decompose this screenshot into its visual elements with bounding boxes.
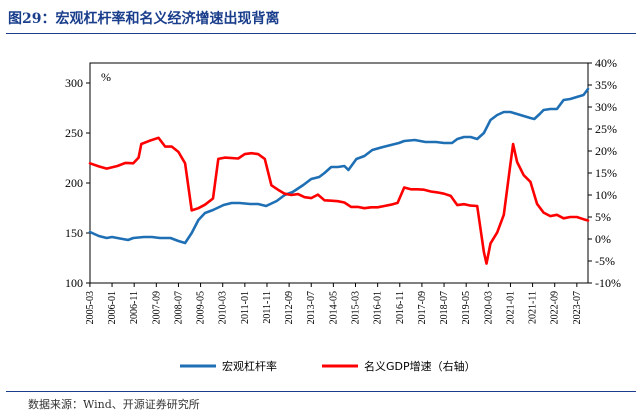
chart-lines [88,87,590,265]
x-tick-label-10: 2013-07 [306,291,317,324]
x-tick-label-18: 2020-03 [483,291,494,324]
chart-legend: 宏观杠杆率 名义GDP增速（右轴） [180,359,476,373]
x-tick-label-21: 2022-09 [550,291,561,324]
x-tick-label-16: 2018-07 [439,291,450,324]
source-note: 数据来源：Wind、开源证券研究所 [28,398,200,411]
chart-axes: 100 150 200 250 300 40% 35% 30% 25% 20% 15% 10% 5% 0%… [65,56,621,324]
right-tick-label-2: 30% [595,100,617,114]
unit-label: % [101,70,111,84]
x-tick-label-4: 2008-07 [173,291,184,324]
right-tick-label-9: -5% [595,254,615,268]
right-tick-label-7: 5% [595,210,611,224]
right-tick-label-10: -10% [595,276,621,290]
right-tick-label-1: 35% [595,78,617,92]
x-tick-label-6: 2010-03 [218,291,229,324]
x-tick-label-17: 2019-05 [461,291,472,324]
left-tick-label-1: 150 [65,226,83,240]
series-line-1 [88,136,590,265]
x-tick-label-14: 2016-11 [395,291,406,324]
x-tick-label-7: 2011-01 [240,291,251,324]
x-tick-label-0: 2005-03 [85,291,96,324]
right-tick-label-6: 10% [595,188,617,202]
plot-frame [89,62,589,284]
x-tick-label-5: 2009-05 [196,291,207,324]
left-tick-label-4: 300 [65,76,83,90]
left-tick-label-3: 250 [65,126,83,140]
x-tick-label-13: 2016-01 [373,291,384,324]
x-tick-label-2: 2006-11 [129,291,140,324]
x-tick-label-15: 2017-09 [417,291,428,324]
x-tick-label-12: 2015-03 [351,291,362,324]
legend-label-1: 名义GDP增速（右轴） [364,359,476,373]
title-divider [6,33,636,34]
x-tick-label-20: 2021-11 [528,291,539,324]
legend-label-0: 宏观杠杆率 [222,359,277,373]
bottom-divider [6,391,636,392]
x-tick-label-19: 2021-01 [505,291,516,324]
x-tick-label-11: 2014-05 [328,291,339,324]
x-tick-label-9: 2012-09 [284,291,295,324]
right-tick-label-3: 25% [595,122,617,136]
right-tick-label-5: 15% [595,166,617,180]
right-tick-label-0: 40% [595,56,617,70]
right-tick-label-4: 20% [595,144,617,158]
x-tick-label-3: 2007-09 [151,291,162,324]
figure-title: 图29：宏观杠杆率和名义经济增速出现背离 [8,11,280,27]
x-tick-label-8: 2011-11 [262,291,273,324]
series-line-0 [88,87,590,245]
right-tick-label-8: 0% [595,232,611,246]
x-tick-label-1: 2006-01 [107,291,118,324]
left-tick-label-2: 200 [65,176,83,190]
left-tick-label-0: 100 [65,276,83,290]
x-tick-label-22: 2023-07 [572,291,583,324]
